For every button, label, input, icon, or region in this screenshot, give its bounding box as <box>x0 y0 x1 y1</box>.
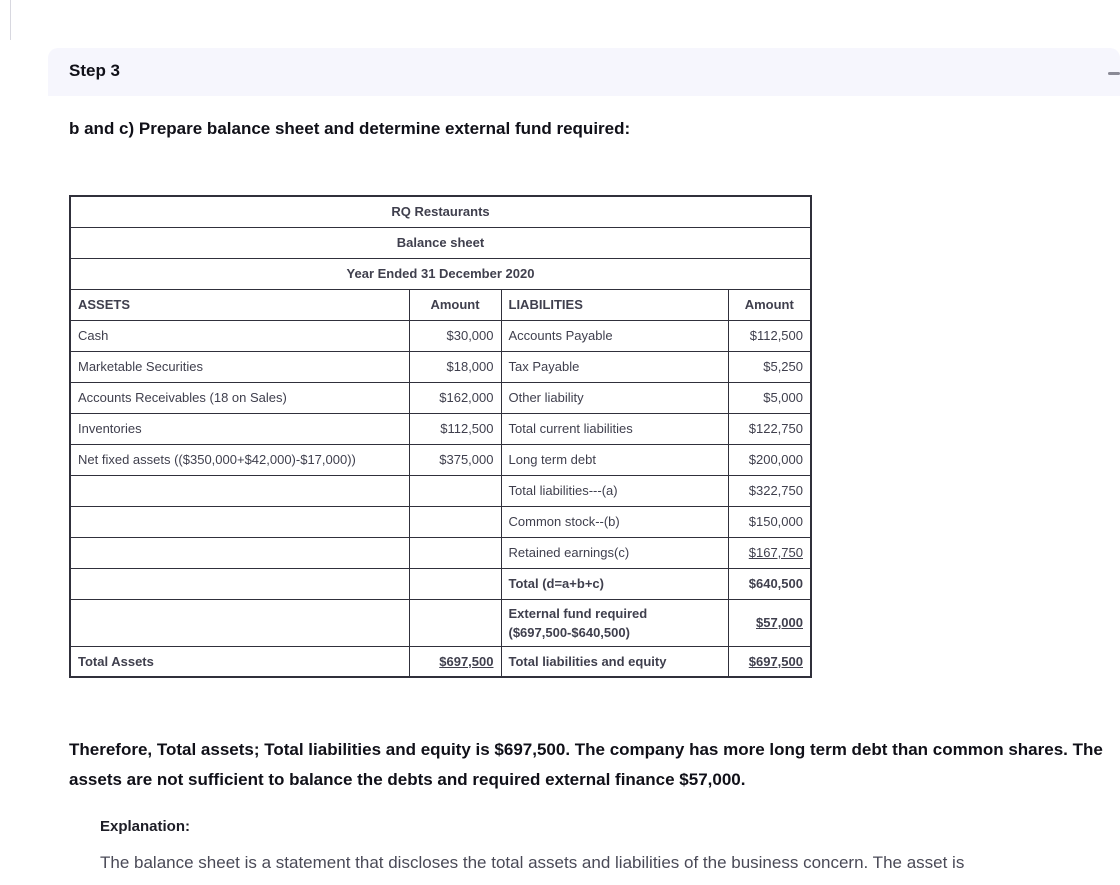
table-row: Retained earnings(c) $167,750 <box>69 536 812 569</box>
external-fund-row: External fund required ($697,500-$640,50… <box>69 598 812 647</box>
liability-amount-cell: $5,250 <box>727 350 812 383</box>
liability-amount-cell: $150,000 <box>727 505 812 538</box>
liability-name-cell: Total current liabilities <box>500 412 729 445</box>
asset-name-cell <box>69 598 410 647</box>
table-title-period: Year Ended 31 December 2020 <box>69 257 812 290</box>
asset-name-cell: Inventories <box>69 412 410 445</box>
asset-name-cell <box>69 567 410 600</box>
table-row: Inventories $112,500 Total current liabi… <box>69 412 812 445</box>
table-row: Marketable Securities $18,000 Tax Payabl… <box>69 350 812 383</box>
table-row: Common stock--(b) $150,000 <box>69 505 812 538</box>
asset-amount-cell <box>408 536 502 569</box>
table-row: Cash $30,000 Accounts Payable $112,500 <box>69 319 812 352</box>
step-header[interactable]: Step 3 <box>48 48 1120 96</box>
col-header-assets: ASSETS <box>69 288 410 321</box>
col-header-amount-1: Amount <box>408 288 502 321</box>
asset-name-cell <box>69 474 410 507</box>
external-fund-amount-cell: $57,000 <box>727 598 812 647</box>
explanation-label: Explanation: <box>100 818 191 835</box>
liability-name-cell: Long term debt <box>500 443 729 476</box>
liability-name-cell: Total (d=a+b+c) <box>500 567 729 600</box>
asset-amount-cell <box>408 505 502 538</box>
top-left-divider <box>10 0 11 40</box>
asset-amount-cell <box>408 474 502 507</box>
liability-amount-cell: $167,750 <box>727 536 812 569</box>
total-assets-label-cell: Total Assets <box>69 645 410 678</box>
table-title-row: Year Ended 31 December 2020 <box>69 257 812 290</box>
external-fund-label-line2: ($697,500-$640,500) <box>508 624 630 640</box>
table-title-row: RQ Restaurants <box>69 195 812 228</box>
asset-name-cell <box>69 505 410 538</box>
asset-amount-cell <box>408 598 502 647</box>
liability-amount-cell: $322,750 <box>727 474 812 507</box>
col-header-liabilities: LIABILITIES <box>500 288 729 321</box>
liability-name-cell: Tax Payable <box>500 350 729 383</box>
asset-name-cell: Net fixed assets (($350,000+$42,000)-$17… <box>69 443 410 476</box>
col-header-amount-2: Amount <box>727 288 812 321</box>
total-liabilities-label-cell: Total liabilities and equity <box>500 645 729 678</box>
table-row: Total (d=a+b+c) $640,500 <box>69 567 812 600</box>
table-row: Total liabilities---(a) $322,750 <box>69 474 812 507</box>
intro-text: b and c) Prepare balance sheet and deter… <box>69 119 631 138</box>
asset-amount-cell <box>408 567 502 600</box>
asset-amount-cell: $375,000 <box>408 443 502 476</box>
liability-name-cell: Retained earnings(c) <box>500 536 729 569</box>
total-liabilities-amount-cell: $697,500 <box>727 645 812 678</box>
liability-amount-cell: $112,500 <box>727 319 812 352</box>
liability-name-cell: Total liabilities---(a) <box>500 474 729 507</box>
step-title: Step 3 <box>69 61 121 80</box>
asset-name-cell: Marketable Securities <box>69 350 410 383</box>
liability-amount-cell: $5,000 <box>727 381 812 414</box>
explanation-text: The balance sheet is a statement that di… <box>100 853 965 872</box>
liability-name-cell: Accounts Payable <box>500 319 729 352</box>
collapse-icon[interactable] <box>1108 72 1120 75</box>
external-fund-label-line1: External fund required <box>508 605 648 621</box>
table-row: Net fixed assets (($350,000+$42,000)-$17… <box>69 443 812 476</box>
table-title-row: Balance sheet <box>69 226 812 259</box>
table-title-statement: Balance sheet <box>69 226 812 259</box>
asset-amount-cell: $162,000 <box>408 381 502 414</box>
total-assets-amount-cell: $697,500 <box>408 645 502 678</box>
liability-name-cell: Common stock--(b) <box>500 505 729 538</box>
table-title-company: RQ Restaurants <box>69 195 812 228</box>
table-row: Accounts Receivables (18 on Sales) $162,… <box>69 381 812 414</box>
liability-amount-cell: $200,000 <box>727 443 812 476</box>
asset-name-cell: Accounts Receivables (18 on Sales) <box>69 381 410 414</box>
balance-sheet-table: RQ Restaurants Balance sheet Year Ended … <box>69 195 812 678</box>
asset-amount-cell: $112,500 <box>408 412 502 445</box>
asset-name-cell: Cash <box>69 319 410 352</box>
table-header-row: ASSETS Amount LIABILITIES Amount <box>69 288 812 321</box>
asset-name-cell <box>69 536 410 569</box>
liability-amount-cell: $122,750 <box>727 412 812 445</box>
external-fund-label-cell: External fund required ($697,500-$640,50… <box>500 598 729 647</box>
asset-amount-cell: $18,000 <box>408 350 502 383</box>
liability-amount-cell: $640,500 <box>727 567 812 600</box>
asset-amount-cell: $30,000 <box>408 319 502 352</box>
conclusion-text: Therefore, Total assets; Total liabiliti… <box>69 740 1103 789</box>
total-row: Total Assets $697,500 Total liabilities … <box>69 645 812 678</box>
liability-name-cell: Other liability <box>500 381 729 414</box>
